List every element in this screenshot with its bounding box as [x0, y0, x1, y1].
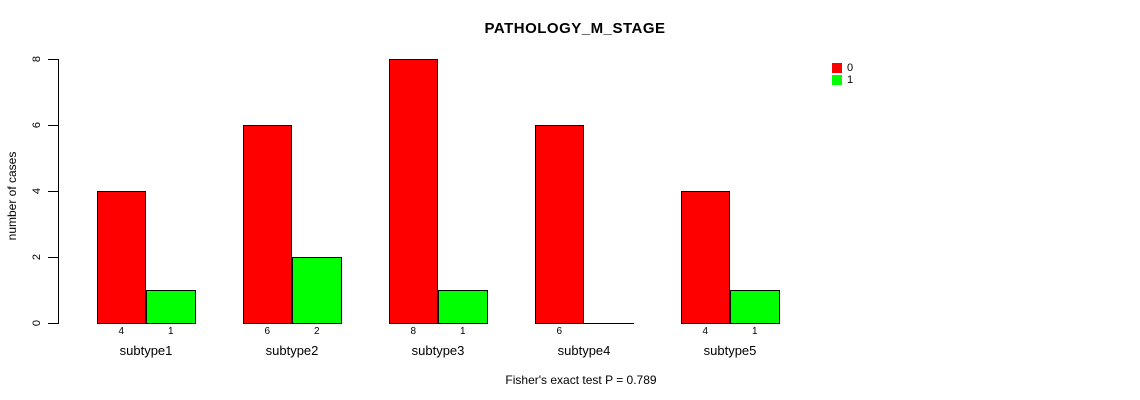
legend-item: 0: [832, 62, 854, 74]
bar-count-label: 2: [313, 326, 320, 337]
x-category-label-subtype4: subtype4: [557, 343, 611, 358]
y-axis-line: [58, 59, 59, 324]
bar-count-label: 1: [167, 326, 174, 337]
chart-title: PATHOLOGY_M_STAGE: [484, 20, 666, 37]
bar-count-label: 6: [264, 326, 271, 337]
fishers-test-annotation: Fisher's exact test P = 0.789: [505, 373, 657, 387]
bar-count-label: 1: [459, 326, 466, 337]
y-axis-tick: [48, 59, 58, 60]
bar-1-subtype5: [730, 290, 780, 324]
legend-label: 1: [847, 74, 854, 86]
x-category-label-subtype5: subtype5: [703, 343, 757, 358]
bar-count-label: 6: [556, 326, 563, 337]
bar-0-subtype5: [680, 191, 730, 324]
bar-count-label: 4: [118, 326, 125, 337]
y-axis-tick: [48, 323, 58, 324]
bar-0-subtype2: [242, 125, 292, 324]
y-axis-label: number of cases: [5, 151, 19, 241]
x-category-label-subtype2: subtype2: [265, 343, 319, 358]
bar-0-subtype4: [534, 125, 584, 324]
bar-1-subtype1: [146, 290, 196, 324]
y-axis-tick-label: 6: [31, 121, 43, 129]
x-category-label-subtype1: subtype1: [119, 343, 173, 358]
bar-count-label: 8: [410, 326, 417, 337]
y-axis-tick-label: 2: [31, 253, 43, 261]
legend-swatch-icon: [832, 75, 842, 85]
y-axis-tick: [48, 257, 58, 258]
bar-0-subtype3: [388, 59, 438, 324]
legend-swatch-icon: [832, 63, 842, 73]
legend-item: 1: [832, 74, 854, 86]
legend-label: 0: [847, 62, 854, 74]
bar-count-label: 4: [702, 326, 709, 337]
y-axis-tick-label: 0: [31, 319, 43, 327]
x-category-label-subtype3: subtype3: [411, 343, 465, 358]
bar-count-label: 1: [751, 326, 758, 337]
y-axis-tick-label: 8: [31, 55, 43, 63]
y-axis-tick: [48, 125, 58, 126]
y-axis-tick-label: 4: [31, 187, 43, 195]
bar-0-subtype1: [96, 191, 146, 324]
bar-1-subtype3: [438, 290, 488, 324]
bar-1-subtype4-zero: [584, 323, 634, 324]
y-axis-tick: [48, 191, 58, 192]
bar-1-subtype2: [292, 257, 342, 324]
